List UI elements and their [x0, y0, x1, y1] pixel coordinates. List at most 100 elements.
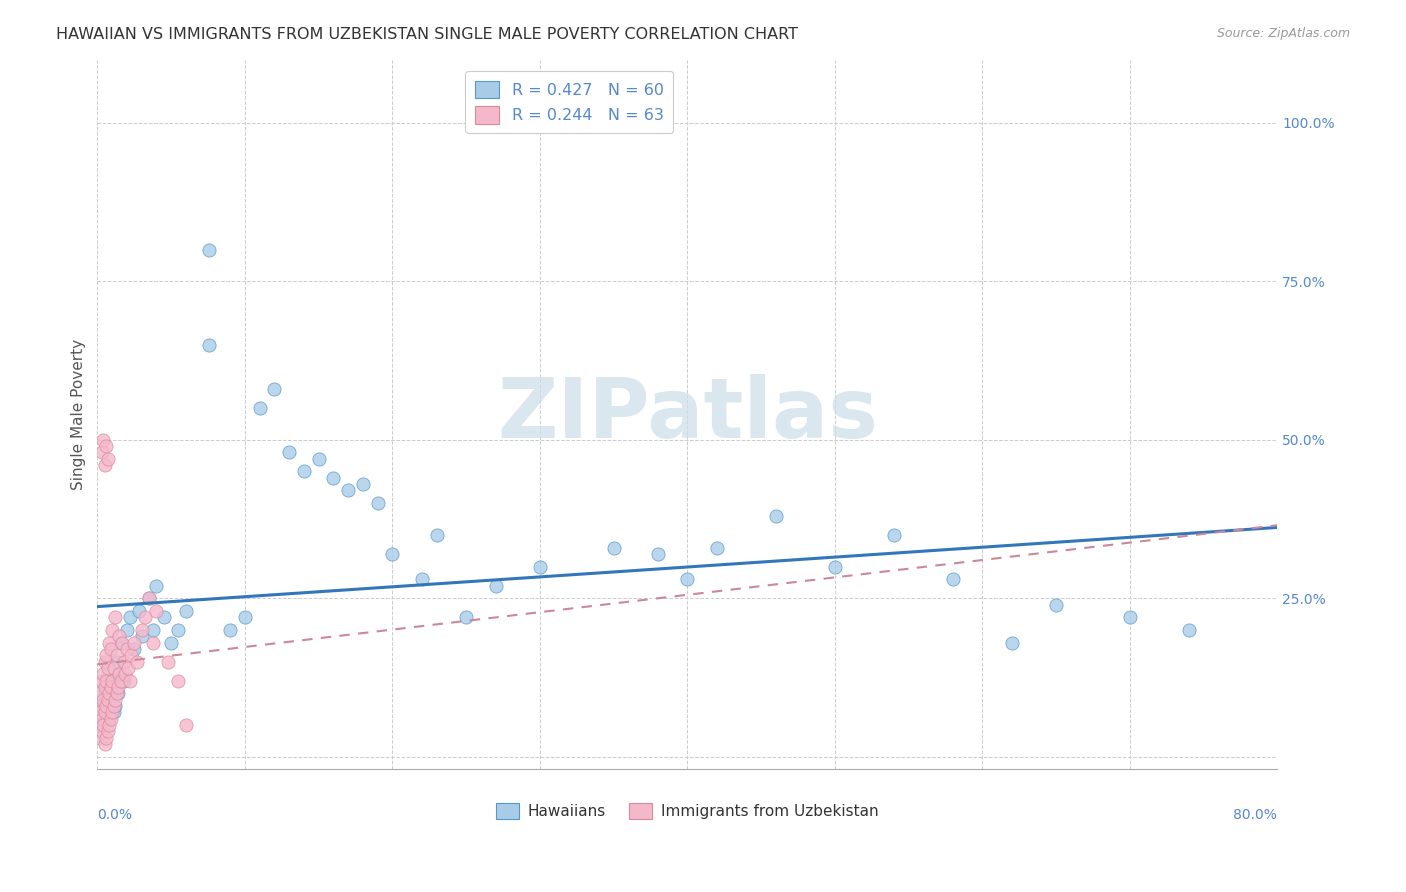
Point [91, 433, 114, 447]
Point [174, 604, 197, 618]
Y-axis label: Single Male Poverty: Single Male Poverty [72, 339, 86, 490]
Point [233, 610, 256, 624]
Point [122, 641, 145, 656]
Point [160, 635, 183, 649]
Point [101, 680, 124, 694]
Point [100, 692, 122, 706]
Point [134, 610, 156, 624]
Point [97, 724, 120, 739]
Point [93, 737, 115, 751]
Point [103, 706, 125, 720]
Point [167, 623, 190, 637]
Point [90, 718, 112, 732]
Point [308, 451, 330, 466]
Point [454, 610, 477, 624]
Point [942, 572, 965, 586]
Point [352, 477, 374, 491]
Point [145, 578, 167, 592]
Point [105, 655, 128, 669]
Point [87, 718, 110, 732]
Point [765, 508, 787, 523]
Point [1119, 610, 1142, 624]
Point [100, 680, 122, 694]
Point [108, 667, 131, 681]
Point [97, 661, 120, 675]
Point [89, 706, 111, 720]
Point [96, 706, 118, 720]
Point [97, 692, 120, 706]
Point [112, 673, 135, 688]
Point [96, 439, 118, 453]
Point [90, 673, 112, 688]
Point [529, 559, 551, 574]
Point [93, 458, 115, 472]
Point [97, 673, 120, 688]
Point [105, 686, 128, 700]
Point [91, 718, 114, 732]
Point [90, 445, 112, 459]
Point [131, 623, 153, 637]
Text: ZIPatlas: ZIPatlas [496, 374, 877, 455]
Point [426, 528, 449, 542]
Point [93, 706, 115, 720]
Point [138, 591, 160, 606]
Text: HAWAIIAN VS IMMIGRANTS FROM UZBEKISTAN SINGLE MALE POVERTY CORRELATION CHART: HAWAIIAN VS IMMIGRANTS FROM UZBEKISTAN S… [56, 27, 799, 42]
Point [110, 673, 132, 688]
Point [118, 610, 141, 624]
Point [100, 712, 122, 726]
Point [98, 686, 121, 700]
Point [97, 451, 120, 466]
Point [145, 604, 167, 618]
Point [157, 655, 180, 669]
Point [117, 661, 139, 675]
Point [219, 623, 242, 637]
Point [120, 648, 142, 663]
Point [103, 698, 125, 713]
Point [103, 661, 125, 675]
Point [98, 635, 121, 649]
Point [484, 578, 506, 592]
Point [322, 471, 344, 485]
Point [93, 686, 115, 700]
Point [87, 698, 110, 713]
Point [411, 572, 433, 586]
Point [381, 547, 404, 561]
Point [706, 541, 728, 555]
Point [278, 445, 301, 459]
Point [108, 667, 131, 681]
Point [101, 673, 124, 688]
Point [292, 465, 315, 479]
Point [104, 610, 127, 624]
Text: 0.0%: 0.0% [97, 808, 132, 822]
Point [89, 731, 111, 745]
Point [1045, 598, 1067, 612]
Point [107, 686, 129, 700]
Point [824, 559, 846, 574]
Point [110, 635, 132, 649]
Point [676, 572, 699, 586]
Point [101, 706, 124, 720]
Point [152, 610, 174, 624]
Point [104, 698, 127, 713]
Point [249, 401, 271, 416]
Point [1178, 623, 1201, 637]
Point [198, 243, 221, 257]
Point [263, 382, 285, 396]
Point [91, 698, 114, 713]
Point [91, 667, 114, 681]
Point [142, 623, 165, 637]
Point [883, 528, 905, 542]
Point [1001, 635, 1024, 649]
Point [93, 680, 115, 694]
Point [122, 635, 145, 649]
Point [337, 483, 360, 498]
Point [167, 673, 190, 688]
Point [90, 712, 112, 726]
Point [118, 673, 141, 688]
Point [107, 680, 129, 694]
Point [115, 641, 138, 656]
Point [198, 337, 221, 351]
Point [128, 604, 150, 618]
Point [93, 655, 115, 669]
Point [174, 718, 197, 732]
